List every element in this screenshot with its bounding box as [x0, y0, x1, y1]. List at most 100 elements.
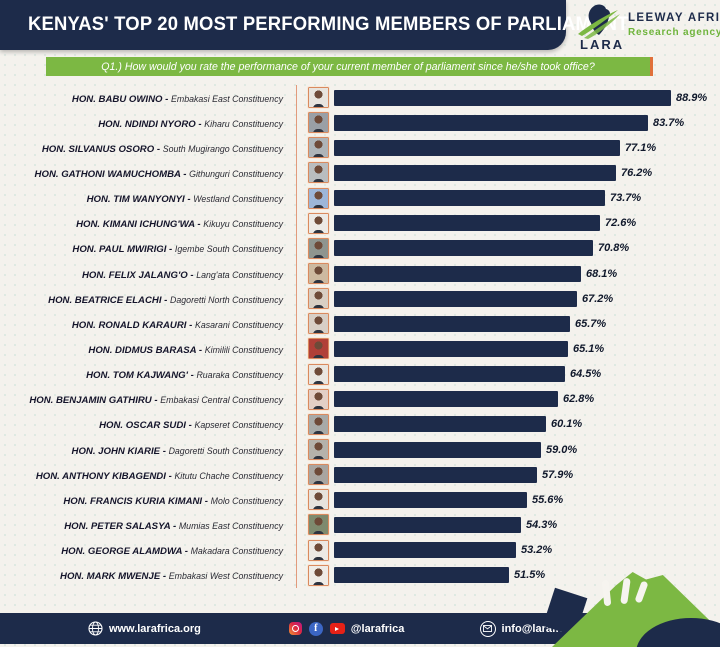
mp-name: HON. JOHN KIARIE: [71, 445, 161, 457]
person-silhouette-icon: [309, 540, 328, 560]
mp-constituency: Kimilili Constituency: [204, 344, 283, 355]
mp-name: HON. PETER SALASYA: [64, 520, 171, 532]
chart-row: HON. DIDMUS BARASA - Kimilili Constituen…: [0, 336, 720, 361]
mp-name: HON. OSCAR SUDI: [99, 420, 186, 432]
mp-name: HON. DIDMUS BARASA: [88, 344, 197, 356]
chart-row: HON. BENJAMIN GATHIRU - Embakasi Central…: [0, 387, 720, 412]
mp-name: HON. TOM KAJWANG': [86, 370, 188, 382]
chart-row: HON. SILVANUS OSORO - South Mugirango Co…: [0, 135, 720, 160]
email-icon: [479, 620, 496, 637]
mp-photo: [307, 312, 330, 336]
label-separator: -: [161, 294, 171, 306]
question-banner-accent: [650, 57, 653, 76]
mp-label: HON. GEORGE ALAMDWA - Makadara Constitue…: [0, 541, 290, 559]
person-silhouette-icon: [309, 163, 328, 183]
mp-name: HON. FELIX JALANG'O: [82, 269, 188, 281]
mp-name: HON. ANTHONY KIBAGENDI: [35, 470, 166, 482]
label-separator: -: [202, 495, 211, 507]
mp-photo: [307, 362, 330, 386]
performance-bar: [334, 240, 593, 257]
chart-row: HON. BEATRICE ELACHI - Dagoretti North C…: [0, 286, 720, 311]
footer-bar: www.larafrica.org f @larafrica info@lara…: [0, 613, 596, 644]
mp-photo: [307, 412, 330, 436]
label-separator: -: [195, 118, 205, 130]
performance-value: 73.7%: [610, 192, 642, 205]
mp-constituency: Kapseret Constituency: [194, 420, 283, 431]
globe-icon: [88, 621, 103, 636]
performance-bar: [334, 441, 541, 458]
mp-name: HON. BABU OWINO: [71, 93, 163, 105]
mp-photo: [307, 563, 330, 587]
person-silhouette-icon: [309, 213, 328, 233]
mp-label: HON. ANTHONY KIBAGENDI - Kitutu Chache C…: [0, 466, 290, 484]
performance-bar: [334, 340, 568, 357]
label-separator: -: [186, 319, 195, 331]
label-separator: -: [184, 194, 194, 206]
chart-axis-line: [296, 85, 297, 588]
mp-label: HON. NDINDI NYORO - Kiharu Constituency: [0, 114, 290, 132]
mp-constituency: Githunguri Constituency: [189, 168, 283, 179]
mp-label: HON. BABU OWINO - Embakasi East Constitu…: [0, 89, 290, 107]
mp-label: HON. FELIX JALANG'O - Lang'ata Constitue…: [0, 265, 290, 283]
chart-row: HON. PETER SALASYA - Mumias East Constit…: [0, 512, 720, 537]
mp-constituency: Dagoretti South Constituency: [168, 445, 283, 456]
label-separator: -: [165, 470, 175, 482]
person-silhouette-icon: [309, 339, 328, 359]
mp-constituency: Embakasi Central Constituency: [160, 395, 283, 406]
chart-row: HON. ANTHONY KIBAGENDI - Kitutu Chache C…: [0, 462, 720, 487]
mp-name: HON. GEORGE ALAMDWA: [61, 546, 183, 558]
person-silhouette-icon: [309, 314, 328, 334]
person-silhouette-icon: [309, 264, 328, 284]
chart-row: HON. NDINDI NYORO - Kiharu Constituency 8…: [0, 110, 720, 135]
mp-constituency: Molo Constituency: [210, 495, 283, 506]
performance-bar: [334, 416, 546, 433]
question-banner: Q1.) How would you rate the performance …: [46, 57, 650, 76]
mp-name: HON. BENJAMIN GATHIRU: [29, 395, 152, 407]
mp-photo: [307, 211, 330, 235]
mp-label: HON. RONALD KARAURI - Kasarani Constitue…: [0, 315, 290, 333]
performance-bar: [334, 491, 527, 508]
mp-name: HON. SILVANUS OSORO: [41, 143, 155, 155]
performance-bar: [334, 89, 671, 106]
performance-bar: [334, 164, 616, 181]
mp-constituency: Kiharu Constituency: [204, 118, 283, 129]
footer-website[interactable]: www.larafrica.org: [88, 621, 201, 636]
label-separator: -: [182, 546, 191, 558]
chart-row: HON. MARK MWENJE - Embakasi West Constit…: [0, 563, 720, 588]
youtube-icon[interactable]: [329, 623, 345, 634]
social-handle[interactable]: @larafrica: [350, 622, 405, 635]
performance-value: 59.0%: [546, 443, 578, 456]
mp-label: HON. TOM KAJWANG' - Ruaraka Constituency: [0, 365, 290, 383]
instagram-icon[interactable]: [288, 622, 302, 635]
performance-bar: [334, 391, 558, 408]
mp-photo: [307, 236, 330, 260]
website-url[interactable]: www.larafrica.org: [108, 622, 201, 635]
mp-name: HON. GATHONI WAMUCHOMBA: [34, 168, 181, 180]
mp-photo: [307, 387, 330, 411]
performance-bar: [334, 542, 516, 559]
leeway-africa-logo: LARA LEEWAY AFRICA Research agency: [574, 4, 720, 52]
person-silhouette-icon: [309, 515, 328, 535]
mp-label: HON. JOHN KIARIE - Dagoretti South Const…: [0, 441, 290, 459]
mp-constituency: Kasarani Constituency: [194, 319, 283, 330]
performance-bar: [334, 139, 620, 156]
label-separator: -: [196, 344, 205, 356]
mp-label: HON. GATHONI WAMUCHOMBA - Githunguri Con…: [0, 164, 290, 182]
person-silhouette-icon: [309, 188, 328, 208]
mp-name: HON. MARK MWENJE: [60, 571, 161, 583]
chart-row: HON. KIMANI ICHUNG'WA - Kikuyu Constitue…: [0, 211, 720, 236]
mp-constituency: Embakasi East Constituency: [171, 93, 283, 104]
africa-map-icon: [574, 4, 626, 40]
performance-value: 62.8%: [563, 393, 595, 406]
mp-name: HON. NDINDI NYORO: [98, 118, 196, 130]
mp-label: HON. SILVANUS OSORO - South Mugirango Co…: [0, 139, 290, 157]
mp-label: HON. DIDMUS BARASA - Kimilili Constituen…: [0, 340, 290, 358]
mp-name: HON. RONALD KARAURI: [71, 319, 187, 331]
person-silhouette-icon: [309, 414, 328, 434]
performance-bar: [334, 466, 537, 483]
facebook-icon[interactable]: f: [308, 621, 323, 636]
person-silhouette-icon: [309, 465, 328, 485]
mp-constituency: Kitutu Chache Constituency: [174, 470, 283, 481]
person-silhouette-icon: [309, 113, 328, 133]
label-separator: -: [151, 395, 161, 407]
